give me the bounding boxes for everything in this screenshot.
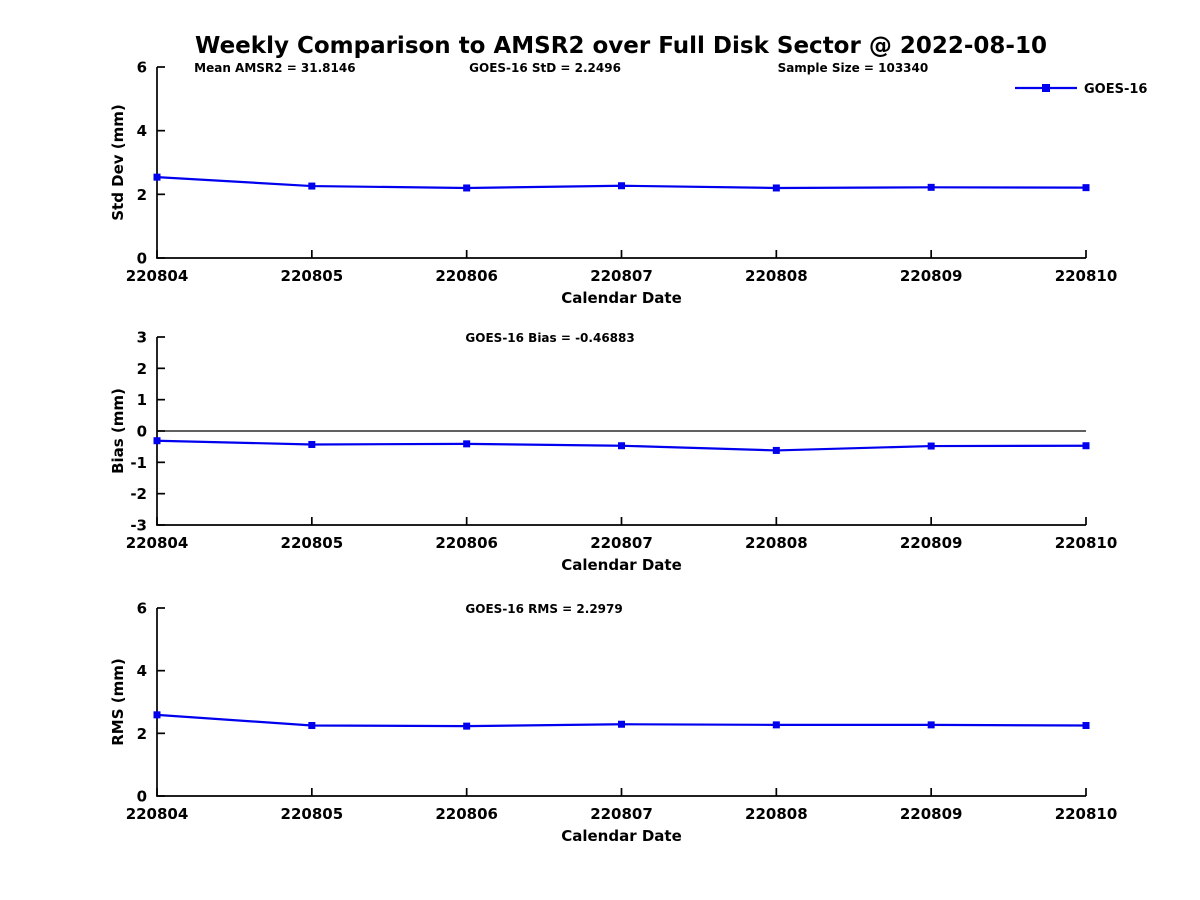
x-axis-title: Calendar Date	[561, 289, 682, 307]
annotation: Mean AMSR2 = 31.8146	[194, 61, 355, 75]
y-tick-label: 6	[137, 59, 147, 77]
data-point-marker	[772, 184, 780, 192]
y-tick-label: 4	[137, 122, 147, 140]
y-tick-label: -3	[130, 517, 147, 535]
y-axis-title: RMS (mm)	[109, 658, 127, 745]
data-point-marker	[308, 722, 316, 729]
rms-chart: 0 2 4 6 220804 220805 220806 220807 220808 220809…	[109, 600, 1117, 846]
x-axis-title: Calendar Date	[561, 827, 682, 845]
y-tick-label: 2	[137, 725, 147, 743]
data-point-marker	[927, 183, 935, 191]
x-tick-label: 220805	[281, 534, 344, 552]
y-tick-label: -1	[130, 454, 147, 472]
annotation: GOES-16 Bias = -0.46883	[465, 331, 634, 345]
x-tick-label: 220805	[281, 805, 344, 823]
data-point-marker	[772, 446, 780, 454]
data-point-marker	[153, 173, 161, 181]
data-point-marker	[618, 442, 625, 450]
y-tick-label: 0	[137, 423, 147, 441]
x-tick-label: 220804	[126, 267, 189, 285]
data-point-marker	[463, 722, 471, 730]
x-tick-label: 220809	[900, 805, 963, 823]
y-tick-label: 2	[137, 186, 147, 204]
data-point-marker	[1082, 184, 1090, 192]
chart-title: Weekly Comparison to AMSR2 over Full Dis…	[195, 33, 1047, 59]
x-tick-label: 220810	[1055, 534, 1118, 552]
data-point-marker	[153, 711, 161, 719]
x-tick-label: 220807	[590, 534, 653, 552]
data-point-marker	[308, 440, 316, 448]
x-tick-label: 220806	[435, 267, 498, 285]
std-dev-chart: 0 2 4 6 220804 220805 220806 220807 220808 220809…	[109, 59, 1117, 308]
x-tick-label: 220808	[745, 805, 808, 823]
y-tick-label: 3	[137, 329, 147, 347]
data-point-marker	[618, 720, 625, 728]
x-tick-label: 220807	[590, 805, 653, 823]
data-point-marker	[308, 182, 316, 190]
data-point-marker	[463, 440, 471, 448]
y-tick-label: -2	[130, 485, 147, 503]
data-point-marker	[463, 184, 471, 192]
y-tick-label: 0	[137, 250, 147, 268]
x-tick-label: 220804	[126, 534, 189, 552]
data-point-marker	[927, 442, 935, 450]
x-tick-label: 220809	[900, 267, 963, 285]
y-tick-label: 2	[137, 360, 147, 378]
legend-marker	[1042, 84, 1050, 92]
x-axis-title: Calendar Date	[561, 556, 682, 574]
y-axis-title: Std Dev (mm)	[109, 104, 127, 221]
legend-label: GOES-16	[1084, 82, 1147, 97]
data-point-marker	[1082, 722, 1090, 729]
x-tick-label: 220809	[900, 534, 963, 552]
x-tick-label: 220804	[126, 805, 189, 823]
x-tick-label: 220806	[435, 534, 498, 552]
y-tick-label: 4	[137, 662, 147, 680]
data-point-marker	[772, 721, 780, 729]
x-tick-label: 220810	[1055, 267, 1118, 285]
x-tick-label: 220808	[745, 534, 808, 552]
data-point-marker	[618, 182, 625, 190]
y-tick-label: 0	[137, 788, 147, 806]
y-tick-label: 6	[137, 600, 147, 618]
annotation: GOES-16 RMS = 2.2979	[465, 602, 622, 616]
x-tick-label: 220807	[590, 267, 653, 285]
annotation: Sample Size = 103340	[778, 61, 929, 75]
x-tick-label: 220805	[281, 267, 344, 285]
bias-chart: -3 -2 -1 0 1 2 3 220804 220805 220806 220807 220808…	[109, 329, 1117, 575]
legend: GOES-16	[1015, 82, 1147, 97]
y-tick-label: 1	[137, 391, 147, 409]
data-point-marker	[153, 437, 161, 445]
x-tick-label: 220810	[1055, 805, 1118, 823]
x-tick-label: 220808	[745, 267, 808, 285]
x-tick-label: 220806	[435, 805, 498, 823]
data-point-marker	[1082, 442, 1090, 450]
y-axis-title: Bias (mm)	[109, 388, 127, 474]
annotation: GOES-16 StD = 2.2496	[469, 61, 621, 75]
data-point-marker	[927, 721, 935, 729]
